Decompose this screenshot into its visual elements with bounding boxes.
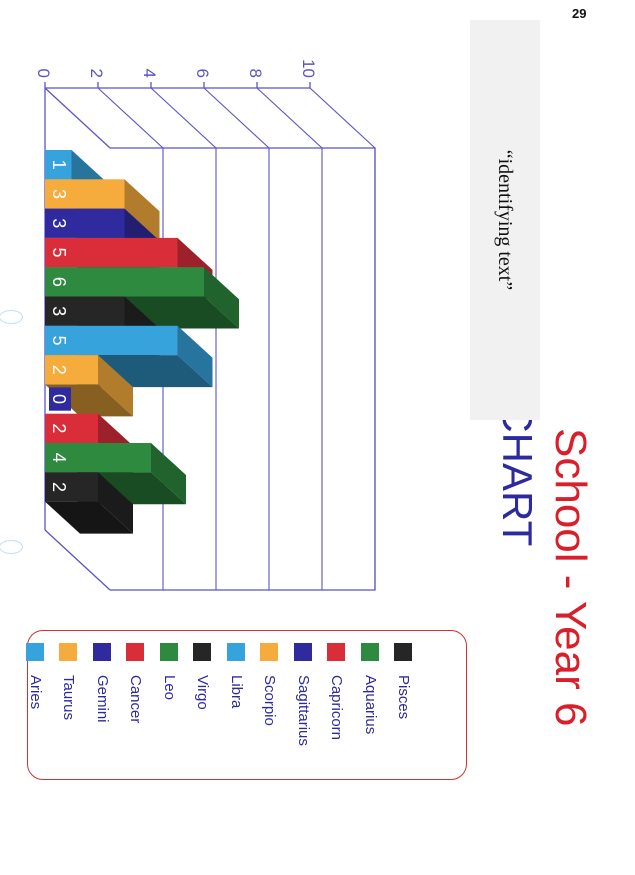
- legend-swatch: [260, 643, 279, 661]
- bar-top-leo: [204, 267, 239, 329]
- floor-right-edge: [44, 529, 111, 591]
- data-label-virgo: 3: [49, 306, 69, 316]
- legend-swatch: [227, 643, 245, 661]
- gridline-diagonal: [203, 87, 270, 149]
- bar-capricorn: [45, 413, 98, 444]
- legend-swatch: [193, 643, 212, 661]
- bar-scorpio: [45, 355, 98, 385]
- data-label-leo: 6: [49, 277, 69, 287]
- gridline-diagonal: [309, 87, 376, 149]
- legend-swatch: [294, 643, 312, 661]
- legend-label: Leo: [161, 675, 178, 701]
- y-tick-label: 4: [140, 69, 159, 78]
- gridline-diagonal: [97, 87, 164, 149]
- legend-item-libra: Libra: [225, 631, 247, 781]
- floor-left-edge: [44, 87, 111, 149]
- data-label-scorpio: 2: [49, 365, 69, 375]
- legend-swatch: [93, 643, 111, 661]
- bar-leo: [45, 267, 204, 297]
- bar-cancer: [45, 237, 178, 268]
- bar-taurus: [45, 179, 125, 209]
- legend-swatch: [59, 643, 78, 661]
- legend-item-sagittarius: Sagittarius: [292, 631, 314, 781]
- gridline-diagonal: [256, 87, 323, 149]
- data-label-libra: 5: [49, 335, 69, 345]
- legend-item-virgo: Virgo: [192, 631, 214, 781]
- legend-item-scorpio: Scorpio: [259, 631, 281, 781]
- y-tick-label: 6: [193, 69, 212, 78]
- zero-bar-sagittarius: [49, 387, 71, 411]
- legend-label: Virgo: [194, 675, 212, 710]
- gridline-diagonal: [150, 87, 217, 149]
- y-tick-label: 8: [246, 69, 265, 78]
- legend-swatch: [327, 643, 346, 661]
- data-label-capricorn: 2: [49, 423, 69, 433]
- legend-item-capricorn: Capricorn: [326, 631, 348, 781]
- bar-top-libra: [177, 325, 213, 388]
- legend-item-aquarius: Aquarius: [359, 631, 381, 781]
- legend-label: Gemini: [94, 675, 111, 723]
- legend-label: Taurus: [60, 675, 78, 721]
- bar-top-aquarius: [151, 443, 186, 505]
- data-label-sagittarius: 0: [49, 394, 69, 404]
- legend-item-aries: Aries: [24, 631, 46, 781]
- legend-swatch: [160, 643, 178, 661]
- data-label-gemini: 3: [49, 218, 69, 228]
- y-tick-label: 2: [87, 69, 106, 78]
- legend-item-leo: Leo: [158, 631, 180, 781]
- punch-hole: [0, 540, 23, 554]
- legend-label: Libra: [228, 675, 245, 709]
- data-label-cancer: 5: [49, 248, 69, 258]
- legend-item-taurus: Taurus: [58, 631, 80, 781]
- bar-gemini: [45, 208, 125, 238]
- data-label-aries: 1: [49, 160, 69, 170]
- bar-top-scorpio: [98, 355, 133, 417]
- legend-label: Pisces: [395, 675, 413, 720]
- bar-top-taurus: [124, 179, 160, 241]
- y-tick-label: 10: [299, 59, 318, 78]
- legend-swatch: [361, 643, 379, 661]
- bar-pisces: [45, 472, 98, 502]
- legend-swatch: [126, 643, 145, 661]
- bar-side-pisces: [45, 501, 133, 534]
- legend-swatch: [26, 643, 44, 661]
- data-label-pisces: 2: [49, 482, 69, 492]
- page-number: 29: [572, 6, 587, 21]
- bar-top-pisces: [98, 472, 133, 534]
- legend-label: Aquarius: [362, 675, 379, 735]
- bar-aquarius: [45, 443, 151, 473]
- legend-label: Cancer: [127, 675, 145, 724]
- legend-item-pisces: Pisces: [393, 631, 415, 781]
- legend-label: Capricorn: [328, 675, 346, 741]
- legend-label: Aries: [27, 675, 44, 710]
- legend-item-gemini: Gemini: [91, 631, 113, 781]
- bar-virgo: [45, 296, 125, 326]
- bar-libra: [45, 325, 178, 356]
- bar-aries: [45, 150, 72, 180]
- legend-label: Sagittarius: [295, 675, 312, 746]
- data-label-aquarius: 4: [49, 453, 69, 463]
- punch-hole: [0, 310, 23, 324]
- legend: Aries Taurus Gemini Cancer Leo Virgo Libra Scor…: [24, 630, 467, 781]
- data-label-taurus: 3: [49, 189, 69, 199]
- legend-item-cancer: Cancer: [125, 631, 147, 781]
- legend-swatch: [394, 643, 413, 661]
- legend-label: Scorpio: [261, 675, 279, 726]
- y-tick-label: 0: [34, 69, 53, 78]
